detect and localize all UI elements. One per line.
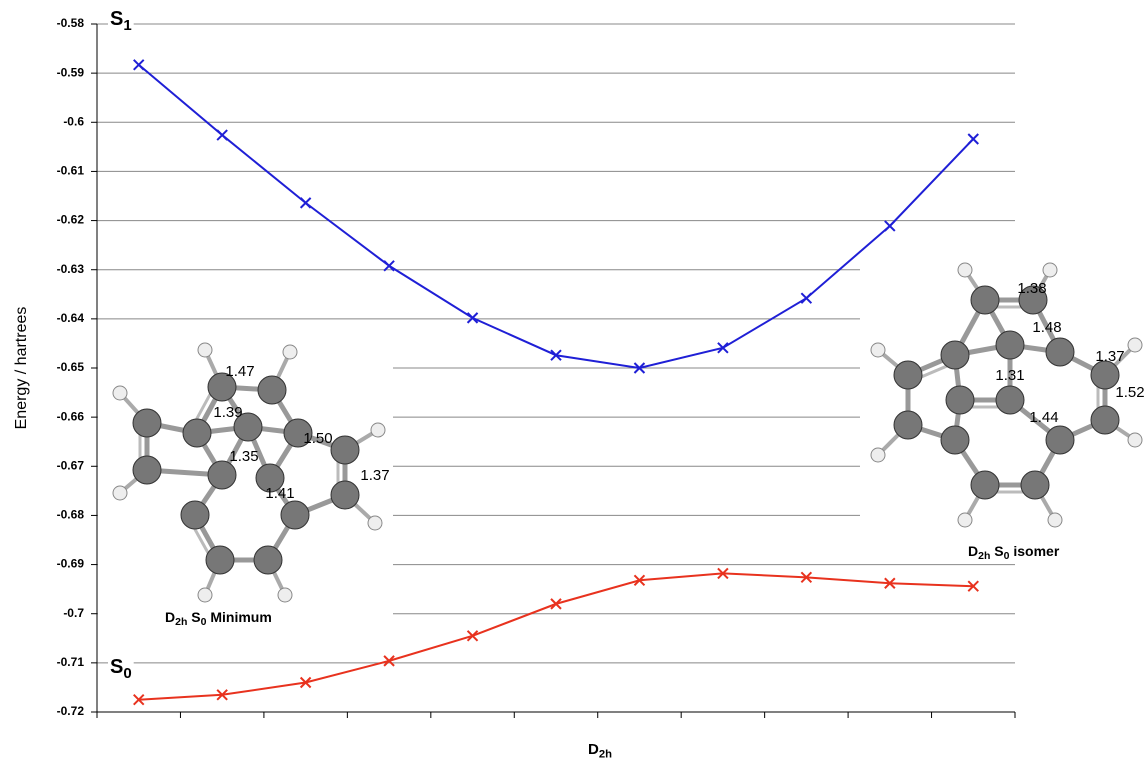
bond-length-label: 1.41 [265,485,294,502]
carbon-atom [181,501,209,529]
y-tick-label: -0.62 [57,213,85,227]
subscript: 0 [123,665,131,682]
y-tick-label: -0.6 [63,114,84,128]
bond-length-label: 1.37 [1095,348,1124,365]
hydrogen-atom [278,588,292,602]
subscript: 1 [123,17,131,34]
hydrogen-atom [371,423,385,437]
hydrogen-atom [198,588,212,602]
carbon-atom [206,546,234,574]
y-axis-label: Energy / hartrees [13,307,30,430]
bond-length-label: 1.37 [360,467,389,484]
carbon-atom [281,501,309,529]
bond-length-label: 1.35 [229,448,258,465]
text-part: S [110,656,123,678]
bond-length-label: 1.48 [1032,319,1061,336]
text-part: S [110,8,123,30]
y-tick-label: -0.63 [57,262,85,276]
y-tick-label: -0.61 [57,164,85,178]
hydrogen-atom [283,345,297,359]
carbon-atom [996,331,1024,359]
hydrogen-atom [1128,433,1142,447]
y-tick-label: -0.67 [57,458,85,472]
carbon-atom [941,426,969,454]
marker [885,221,895,231]
carbon-atom [941,341,969,369]
hydrogen-atom [368,516,382,530]
bond-length-label: 1.47 [225,363,254,380]
y-tick-label: -0.7 [63,606,84,620]
bond-length-label: 1.39 [213,404,242,421]
hydrogen-atom [1048,513,1062,527]
text-part: D [968,543,978,559]
text-part: Minimum [206,609,271,625]
carbon-atom [971,471,999,499]
carbon-atom [894,411,922,439]
y-tick-label: -0.68 [57,508,85,522]
subscript: 2h [599,748,612,760]
y-tick-label: -0.72 [57,704,85,718]
carbon-atom [996,386,1024,414]
carbon-atom [1091,406,1119,434]
hydrogen-atom [871,343,885,357]
carbon-atom [254,546,282,574]
chart: -0.58 -0.59 -0.6 -0.61 -0.62 -0.63 -0.64 -0.65 -… [0,0,1147,763]
y-tick-label: -0.64 [57,311,85,325]
marker [468,631,478,641]
carbon-atom [971,286,999,314]
subscript: 2h [978,550,990,562]
hydrogen-atom [871,448,885,462]
marker [134,60,144,70]
carbon-atom [946,386,974,414]
text-part: D [588,741,599,758]
hydrogen-atom [1043,263,1057,277]
carbon-atom [183,419,211,447]
hydrogen-atom [113,386,127,400]
carbon-atom [331,436,359,464]
marker [217,130,227,140]
y-tick-label: -0.58 [57,16,85,30]
bond-length-label: 1.50 [303,430,332,447]
carbon-atom [133,409,161,437]
carbon-atom [133,456,161,484]
series-line [139,65,974,368]
subscript: 2h [175,616,187,628]
text-part: isomer [1009,543,1059,559]
carbon-atom [1046,426,1074,454]
hydrogen-atom [958,513,972,527]
text-part: S [990,543,1003,559]
y-tick-label: -0.65 [57,360,85,374]
hydrogen-atom [113,486,127,500]
carbon-atom [208,461,236,489]
hydrogen-atom [1128,338,1142,352]
marker [468,313,478,323]
bond-length-label: 1.38 [1017,280,1046,297]
carbon-atom [331,481,359,509]
y-tick-label: -0.66 [57,409,85,423]
marker [968,134,978,144]
molecules: 1.47 1.39 1.50 1.35 1.41 1.37 1.38 1.48 1.37 1.31… [98,255,1147,640]
carbon-atom [258,376,286,404]
bond-length-label: 1.52 [1115,384,1144,401]
carbon-atom [1021,471,1049,499]
annotation: D2h S0 isomer [968,543,1060,562]
text-part: S [187,609,200,625]
y-tick-label: -0.69 [57,557,85,571]
marker [801,293,811,303]
hydrogen-atom [198,343,212,357]
marker [301,198,311,208]
x-axis-label: D2h [588,741,612,761]
hydrogen-atom [958,263,972,277]
text-part: D [165,609,175,625]
y-tick-label: -0.71 [57,655,85,669]
bond-length-label: 1.31 [995,367,1024,384]
bond-length-label: 1.44 [1029,409,1058,426]
carbon-atom [1046,338,1074,366]
y-tick-label: -0.59 [57,65,85,79]
carbon-atom [894,361,922,389]
